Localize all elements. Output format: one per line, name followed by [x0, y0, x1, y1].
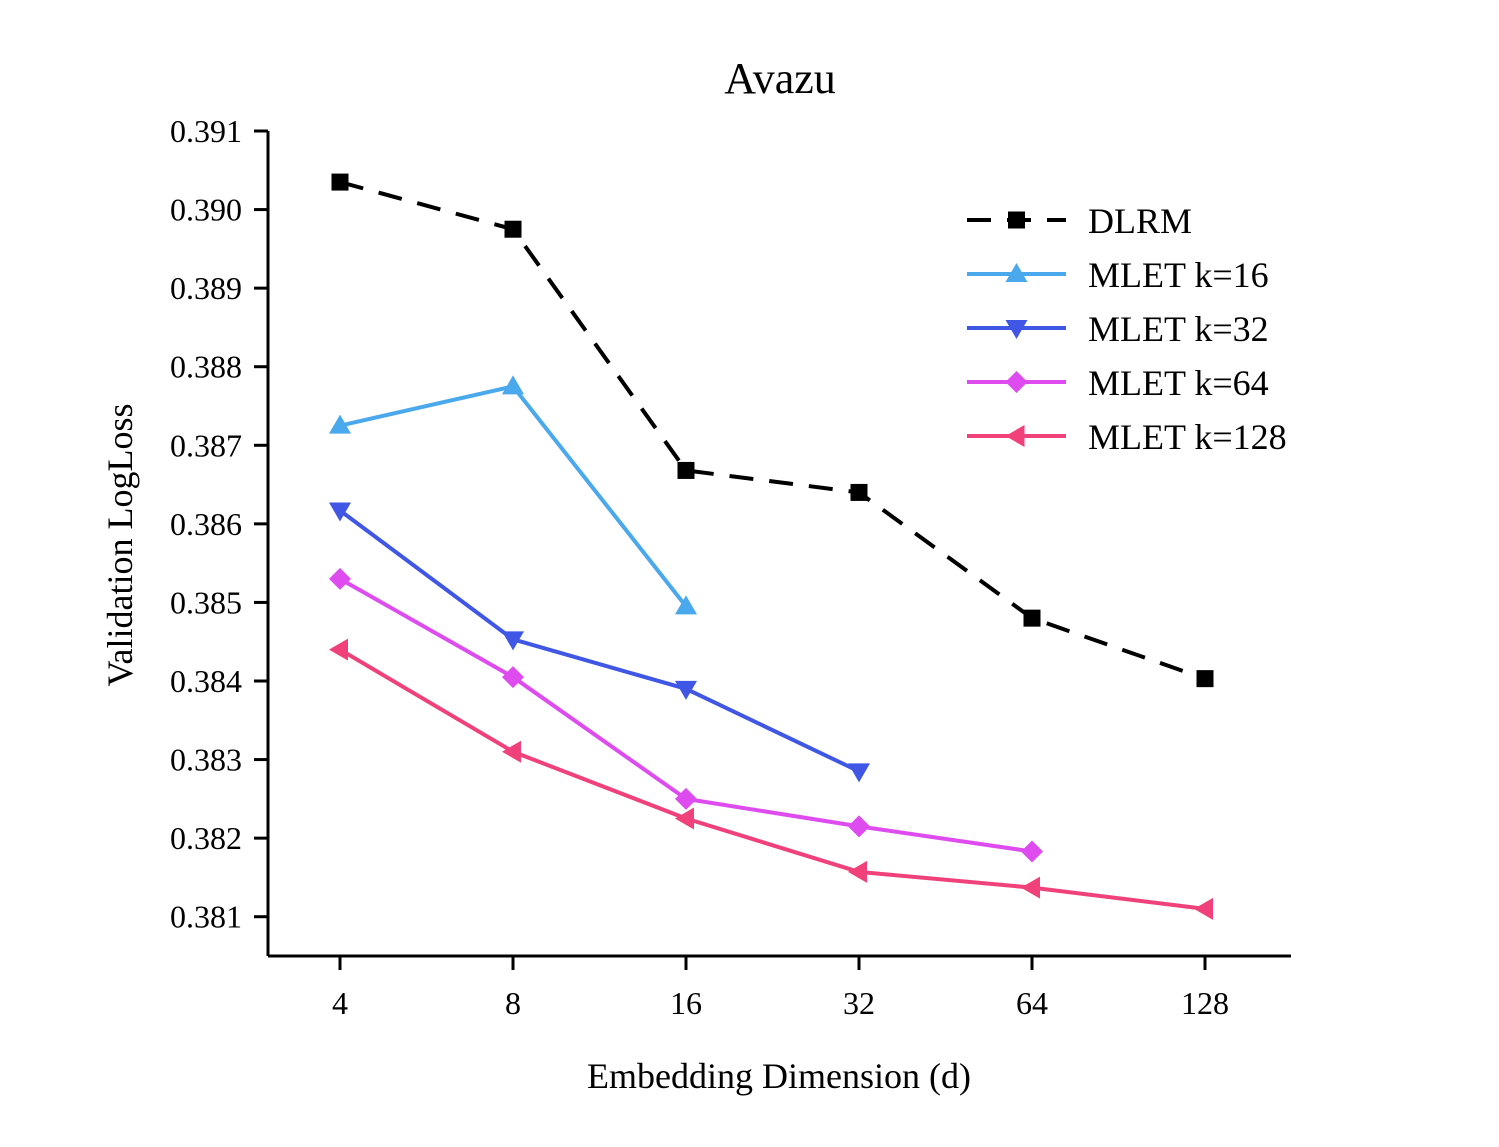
series-line-mlet-k-64	[339, 577, 1033, 854]
x-tick-label: 32	[843, 985, 875, 1021]
x-tick-label: 128	[1181, 985, 1229, 1021]
data-point-mlet-k-16	[675, 595, 697, 615]
legend-label: MLET k=32	[1088, 309, 1269, 349]
data-point-mlet-k-16	[502, 375, 524, 395]
y-tick-label: 0.385	[170, 584, 242, 620]
y-tick-label: 0.383	[170, 742, 242, 778]
legend-marker	[1005, 263, 1028, 282]
legend-label: DLRM	[1088, 201, 1192, 241]
legend-marker	[1008, 211, 1025, 229]
series-line-dlrm	[339, 180, 1206, 681]
y-tick-label: 0.389	[170, 270, 242, 306]
x-tick-label: 8	[505, 985, 521, 1021]
data-point-mlet-k-32	[502, 631, 524, 651]
data-point-dlrm	[331, 173, 349, 191]
series-line-mlet-k-128	[338, 647, 1206, 911]
chart-title: Avazu	[724, 54, 836, 103]
data-point-mlet-k-128	[675, 807, 694, 830]
legend-marker	[1005, 320, 1028, 339]
x-tick-label: 64	[1016, 985, 1048, 1021]
data-point-mlet-k-32	[675, 680, 697, 700]
y-tick-label: 0.384	[170, 663, 242, 699]
data-point-mlet-k-128	[1021, 876, 1040, 899]
legend-item-mlet-k-16: MLET k=16	[967, 255, 1269, 295]
y-tick-label: 0.391	[170, 113, 242, 149]
data-point-dlrm	[850, 483, 868, 501]
data-point-mlet-k-128	[848, 860, 867, 883]
y-tick-label: 0.387	[170, 427, 242, 463]
legend-label: MLET k=16	[1088, 255, 1269, 295]
x-axis-label: Embedding Dimension (d)	[587, 1056, 971, 1096]
series-line-mlet-k-16	[339, 384, 688, 608]
legend-item-mlet-k-32: MLET k=32	[967, 309, 1269, 349]
y-tick-label: 0.388	[170, 349, 242, 385]
y-tick-label: 0.382	[170, 820, 242, 856]
legend-item-mlet-k-64: MLET k=64	[967, 363, 1269, 403]
series-line-mlet-k-32	[338, 508, 860, 774]
series-dlrm	[331, 173, 1214, 688]
data-point-dlrm	[1196, 670, 1214, 688]
data-point-mlet-k-64	[502, 666, 524, 689]
data-point-dlrm	[677, 461, 695, 479]
data-point-mlet-k-32	[848, 763, 870, 783]
data-point-dlrm	[504, 220, 522, 238]
y-tick-label: 0.386	[170, 506, 242, 542]
axes: 0.381 0.382 0.383 0.384 0.385 0.386 0.387 0.388…	[170, 113, 1291, 1021]
series-layer	[329, 173, 1214, 920]
legend: DLRM MLET k=16 MLET k=32 MLET k=64 MLET k=12…	[967, 201, 1287, 457]
series-mlet-k-32	[329, 502, 870, 783]
data-point-mlet-k-128	[329, 638, 348, 661]
data-point-mlet-k-128	[502, 740, 521, 763]
legend-label: MLET k=128	[1088, 417, 1287, 457]
x-tick-label: 4	[332, 985, 348, 1021]
legend-label: MLET k=64	[1088, 363, 1269, 403]
legend-marker	[1005, 371, 1028, 393]
series-mlet-k-64	[329, 567, 1043, 863]
series-mlet-k-16	[329, 375, 697, 615]
data-point-mlet-k-64	[1021, 840, 1043, 863]
y-tick-label: 0.390	[170, 192, 242, 228]
data-point-mlet-k-64	[675, 787, 697, 810]
data-point-mlet-k-64	[329, 567, 351, 590]
legend-item-dlrm: DLRM	[967, 201, 1192, 241]
y-axis-label: Validation LogLoss	[100, 404, 140, 687]
y-tick-label: 0.381	[170, 899, 242, 935]
data-point-mlet-k-32	[329, 502, 351, 522]
data-point-dlrm	[1023, 609, 1041, 627]
x-tick-label: 16	[670, 985, 702, 1021]
series-mlet-k-128	[329, 638, 1213, 920]
data-point-mlet-k-16	[329, 414, 351, 434]
legend-item-mlet-k-128: MLET k=128	[967, 417, 1287, 457]
legend-marker	[1005, 425, 1025, 447]
data-point-mlet-k-128	[1194, 897, 1213, 920]
data-point-mlet-k-64	[848, 815, 870, 838]
